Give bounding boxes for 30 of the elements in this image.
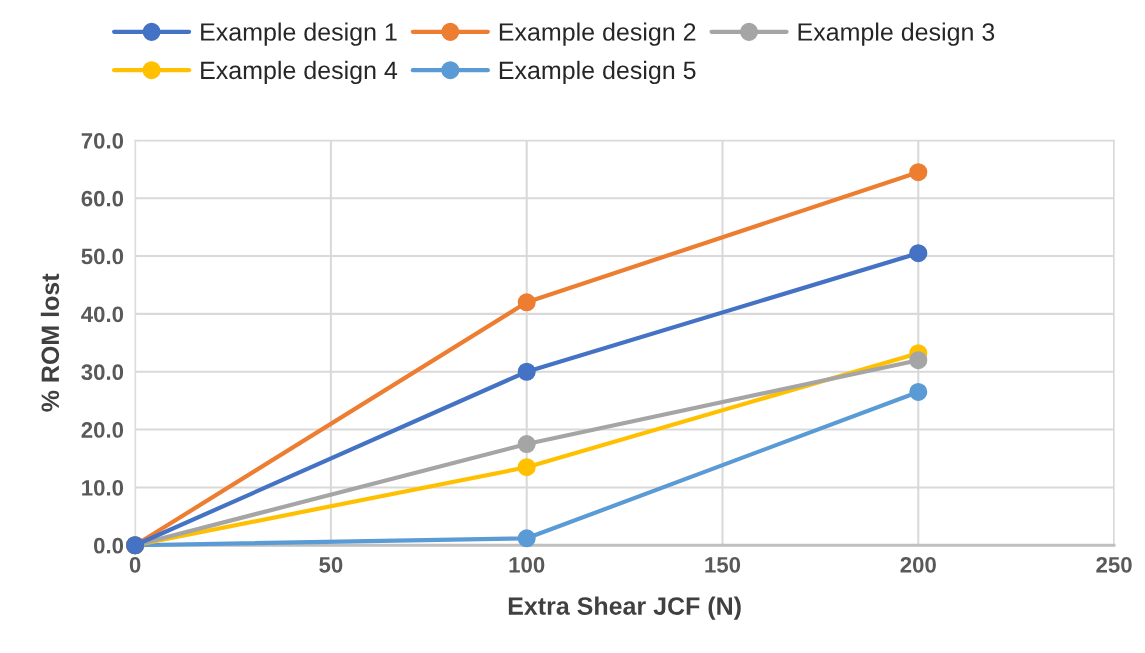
legend-label: Example design 1 xyxy=(201,22,397,46)
point xyxy=(909,244,928,263)
y-tick-label: 0.0 xyxy=(93,537,124,554)
legend-label: Example design 3 xyxy=(798,22,995,46)
x-tick-label: 100 xyxy=(509,556,545,573)
x-tick-label: 200 xyxy=(900,556,936,573)
point xyxy=(517,529,536,548)
point xyxy=(517,293,536,312)
x-tick-label: 150 xyxy=(705,556,741,573)
y-tick-label: 40.0 xyxy=(81,306,124,323)
y-tick-label: 20.0 xyxy=(81,422,124,438)
x-tick-label: 50 xyxy=(319,556,343,573)
legend-label: Example design 5 xyxy=(499,60,696,85)
point xyxy=(517,458,536,477)
point xyxy=(909,382,928,402)
y-tick-label: 60.0 xyxy=(81,190,124,207)
x-tick-label: 250 xyxy=(1096,556,1132,573)
y-tick-label: 70.0 xyxy=(81,132,124,149)
point xyxy=(517,435,536,454)
y-tick-label: 50.0 xyxy=(81,248,124,265)
y-axis-title: % ROM lost xyxy=(40,273,60,412)
legend-label: Example design 2 xyxy=(499,22,696,46)
x-tick-label: 0 xyxy=(129,556,141,573)
legend-label: Example design 4 xyxy=(201,60,398,85)
y-tick-label: 10.0 xyxy=(82,479,124,496)
x-axis-title: Extra Shear JCF (N) xyxy=(508,596,741,620)
point xyxy=(517,362,536,381)
point xyxy=(909,351,928,370)
point xyxy=(909,163,928,182)
y-tick-label: 30.0 xyxy=(81,364,124,381)
